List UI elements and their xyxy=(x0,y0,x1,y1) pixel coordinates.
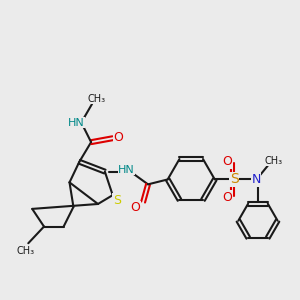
Text: HN: HN xyxy=(118,165,135,175)
Text: S: S xyxy=(230,172,239,186)
Text: O: O xyxy=(114,131,124,144)
Text: O: O xyxy=(223,190,232,204)
Text: S: S xyxy=(112,194,121,207)
Text: CH₃: CH₃ xyxy=(88,94,106,104)
Text: CH₃: CH₃ xyxy=(265,156,283,166)
Text: N: N xyxy=(251,173,261,186)
Text: O: O xyxy=(130,201,140,214)
Text: CH₃: CH₃ xyxy=(16,246,34,256)
Text: O: O xyxy=(223,155,232,168)
Text: HN: HN xyxy=(68,118,85,128)
